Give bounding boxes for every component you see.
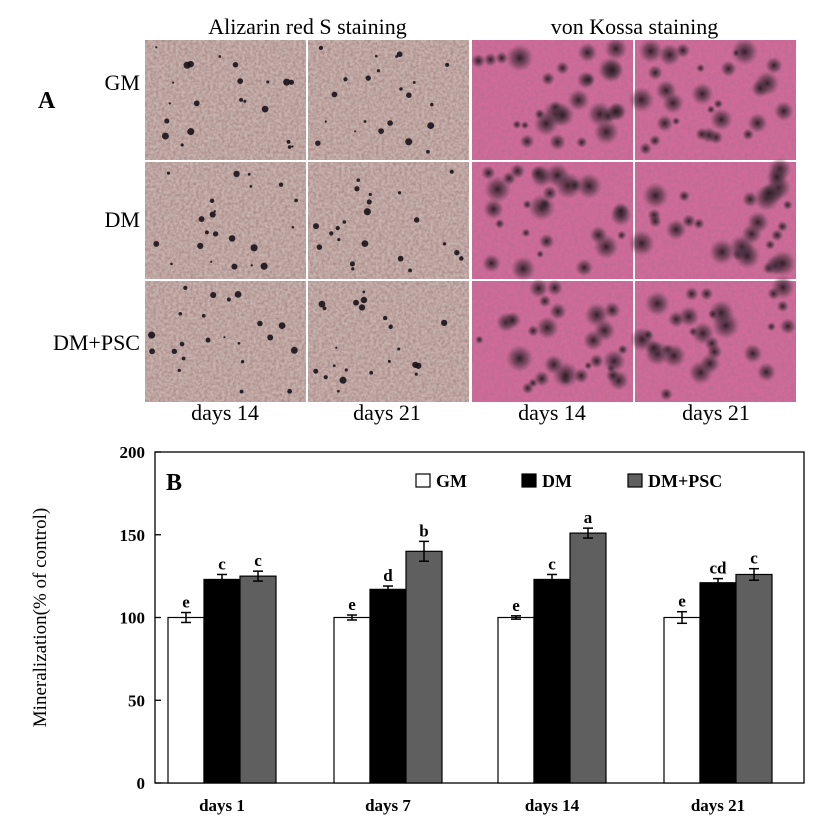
y-tick-label: 150 xyxy=(120,526,146,545)
micrograph-tile xyxy=(145,162,306,279)
bar xyxy=(203,578,241,784)
significance-label: a xyxy=(584,508,593,527)
x-tick-label: days 21 xyxy=(691,796,745,815)
panel-b-label: B xyxy=(166,470,182,496)
micrograph-tile xyxy=(628,40,796,160)
bar xyxy=(369,588,407,784)
legend-swatch xyxy=(521,473,537,488)
micrograph-tile xyxy=(628,157,797,279)
bar-chart: 0 50 100 150 200 Mineralization(% of control)… xyxy=(30,443,805,815)
legend-swatch xyxy=(415,473,431,488)
micrograph-tile xyxy=(472,162,633,282)
significance-label: c xyxy=(750,549,758,568)
micrograph-grid xyxy=(145,40,797,402)
bar xyxy=(569,532,607,784)
bar xyxy=(533,578,571,784)
bar xyxy=(239,575,277,784)
significance-label: c xyxy=(548,554,556,573)
significance-label: d xyxy=(383,566,393,585)
significance-label: e xyxy=(512,596,520,615)
bar xyxy=(497,616,535,784)
y-tick-label: 0 xyxy=(137,774,146,793)
bar xyxy=(663,616,701,784)
significance-label: c xyxy=(218,554,226,573)
col-label-1: days 14 xyxy=(191,400,259,425)
kossa-header: von Kossa staining xyxy=(550,14,719,39)
bar xyxy=(699,582,737,784)
micrograph-tile xyxy=(472,278,633,402)
legend-label: DM+PSC xyxy=(648,471,722,491)
bar xyxy=(333,616,371,784)
significance-label: e xyxy=(182,593,190,612)
col-label-2: days 21 xyxy=(353,400,421,425)
bar xyxy=(167,616,205,784)
alizarin-header: Alizarin red S staining xyxy=(208,14,407,39)
y-axis-label: Mineralization(% of control) xyxy=(30,508,51,727)
y-tick-label: 200 xyxy=(120,443,146,462)
x-tick-label: days 14 xyxy=(525,796,580,815)
significance-label: b xyxy=(419,521,428,540)
significance-label: c xyxy=(254,551,262,570)
x-tick-label: days 1 xyxy=(199,796,245,815)
bar xyxy=(405,550,443,784)
significance-label: e xyxy=(678,592,686,611)
x-tick-label: days 7 xyxy=(365,796,411,815)
row-label-gm: GM xyxy=(104,70,140,95)
micrograph-tile xyxy=(145,281,306,402)
legend-swatch xyxy=(627,473,643,488)
y-tick-label: 100 xyxy=(120,609,146,628)
bar xyxy=(735,573,773,784)
panel-a-label: A xyxy=(38,88,56,114)
significance-label: e xyxy=(348,595,356,614)
legend-label: GM xyxy=(436,471,467,491)
row-label-dm: DM xyxy=(104,207,140,232)
legend-label: DM xyxy=(542,471,572,491)
micrograph-tile xyxy=(629,275,797,402)
micrograph-tile xyxy=(308,162,469,279)
micrograph-tile xyxy=(308,40,469,160)
y-tick-label: 50 xyxy=(128,691,145,710)
significance-label: cd xyxy=(710,559,728,578)
col-label-4: days 21 xyxy=(682,400,750,425)
row-label-dm-psc: DM+PSC xyxy=(52,330,140,355)
micrograph-tile xyxy=(471,40,633,160)
micrograph-tile xyxy=(145,40,306,160)
micrograph-tile xyxy=(308,281,469,402)
col-label-3: days 14 xyxy=(518,400,586,425)
